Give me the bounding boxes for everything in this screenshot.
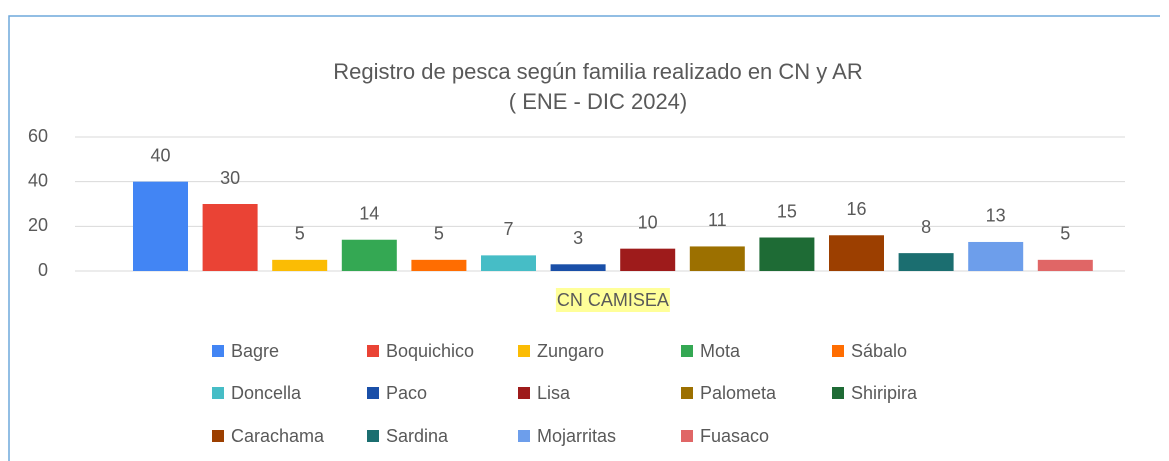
bar: [550, 264, 606, 271]
data-label: 5: [434, 224, 444, 244]
legend-label: Lisa: [537, 383, 571, 403]
bar: [341, 239, 397, 271]
legend-marker: [681, 430, 693, 442]
legend-marker: [518, 387, 530, 399]
legend-marker: [681, 345, 693, 357]
legend-marker: [367, 430, 379, 442]
legend-label: Paco: [386, 383, 427, 403]
chart-title: Registro de pesca según familia realizad…: [333, 59, 863, 84]
y-tick-label: 40: [28, 170, 48, 190]
data-label: 16: [846, 199, 866, 219]
legend-marker: [518, 430, 530, 442]
legend-label: Sardina: [386, 426, 449, 446]
bar: [411, 259, 467, 271]
legend-label: Palometa: [700, 383, 777, 403]
bar: [272, 259, 328, 271]
bar: [133, 181, 188, 271]
legend-label: Fuasaco: [700, 426, 769, 446]
y-tick-label: 60: [28, 126, 48, 146]
data-label: 30: [220, 168, 240, 188]
bar: [829, 235, 884, 271]
bar: [620, 248, 676, 271]
category-highlight: [555, 288, 670, 312]
legend-marker: [367, 387, 379, 399]
bar: [689, 246, 745, 271]
bar: [898, 253, 954, 271]
legend-marker: [832, 345, 844, 357]
bar: [481, 255, 536, 271]
data-label: 7: [503, 219, 513, 239]
bar: [968, 241, 1024, 271]
bar: [1037, 259, 1093, 271]
data-label: 10: [638, 212, 658, 232]
legend-marker: [367, 345, 379, 357]
legend-marker: [518, 345, 530, 357]
legend-label: Doncella: [231, 383, 302, 403]
data-label: 15: [777, 201, 797, 221]
legend-label: Boquichico: [386, 341, 474, 361]
data-label: 5: [295, 224, 305, 244]
legend-label: Mojarritas: [537, 426, 616, 446]
data-label: 3: [573, 228, 583, 248]
chart-border: [8, 15, 1160, 461]
legend-label: Mota: [700, 341, 741, 361]
data-label: 14: [359, 203, 379, 223]
bar: [202, 204, 258, 271]
data-label: 11: [708, 210, 727, 230]
legend-marker: [212, 430, 224, 442]
legend-label: Carachama: [231, 426, 325, 446]
legend-marker: [681, 387, 693, 399]
legend-marker: [212, 345, 224, 357]
x-tick-label: CN CAMISEA: [557, 290, 669, 310]
data-label: 13: [986, 206, 1006, 226]
y-tick-label: 0: [38, 260, 48, 280]
legend-label: Sábalo: [851, 341, 907, 361]
data-label: 40: [150, 145, 170, 165]
legend-label: Bagre: [231, 341, 279, 361]
chart-subtitle: ( ENE - DIC 2024): [509, 89, 688, 114]
data-label: 5: [1060, 224, 1070, 244]
legend-marker: [212, 387, 224, 399]
legend-label: Shiripira: [851, 383, 918, 403]
y-tick-label: 20: [28, 215, 48, 235]
legend-marker: [832, 387, 844, 399]
legend-label: Zungaro: [537, 341, 604, 361]
data-label: 8: [921, 217, 931, 237]
bar: [759, 237, 815, 271]
